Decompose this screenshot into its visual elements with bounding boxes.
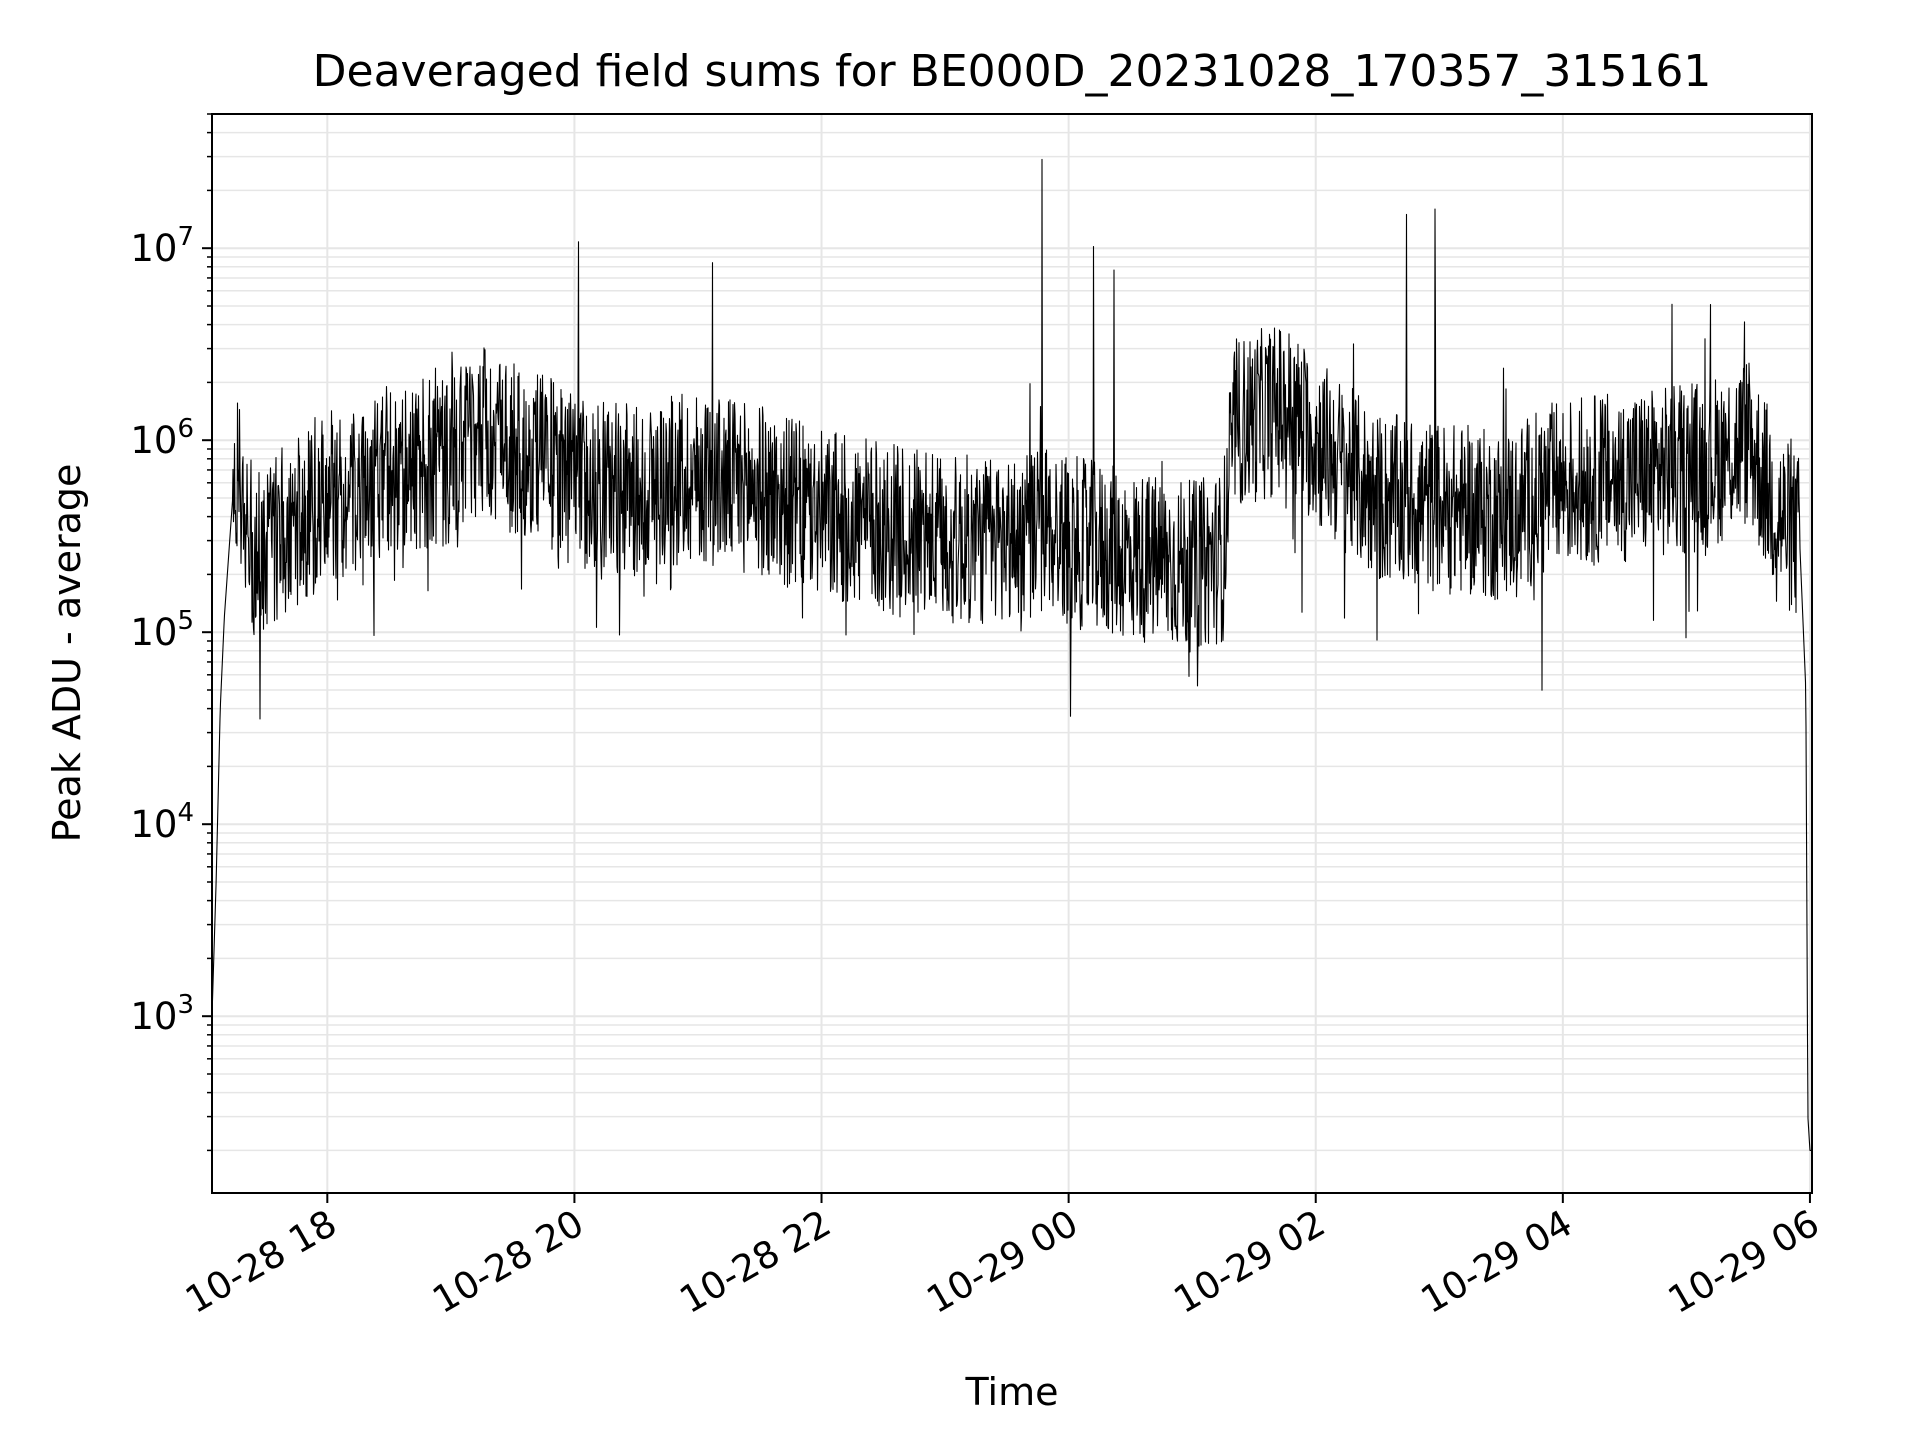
y-tick-base: 10 <box>130 995 177 1038</box>
y-tick-exponent: 3 <box>177 990 194 1020</box>
y-tick-label: 105 <box>130 606 194 654</box>
y-tick-exponent: 7 <box>177 222 194 252</box>
y-tick-exponent: 6 <box>177 414 194 444</box>
series-line <box>211 158 1813 1151</box>
y-tick-label: 106 <box>130 414 194 462</box>
series-layer <box>211 158 1813 1151</box>
y-tick-base: 10 <box>130 803 177 846</box>
y-tick-label: 107 <box>130 222 194 270</box>
y-tick-exponent: 5 <box>177 606 194 636</box>
y-tick-base: 10 <box>130 611 177 654</box>
chart-title: Deaveraged field sums for BE000D_2023102… <box>313 46 1712 97</box>
y-tick-base: 10 <box>130 419 177 462</box>
y-tick-exponent: 4 <box>177 798 194 828</box>
plot-frame <box>211 113 1813 1194</box>
ticks <box>202 113 1811 1203</box>
x-axis-label: Time <box>965 1370 1059 1414</box>
y-axis-label: Peak ADU - average <box>45 464 89 843</box>
y-tick-label: 103 <box>130 990 194 1038</box>
y-tick-label: 104 <box>130 798 194 846</box>
y-tick-base: 10 <box>130 227 177 270</box>
